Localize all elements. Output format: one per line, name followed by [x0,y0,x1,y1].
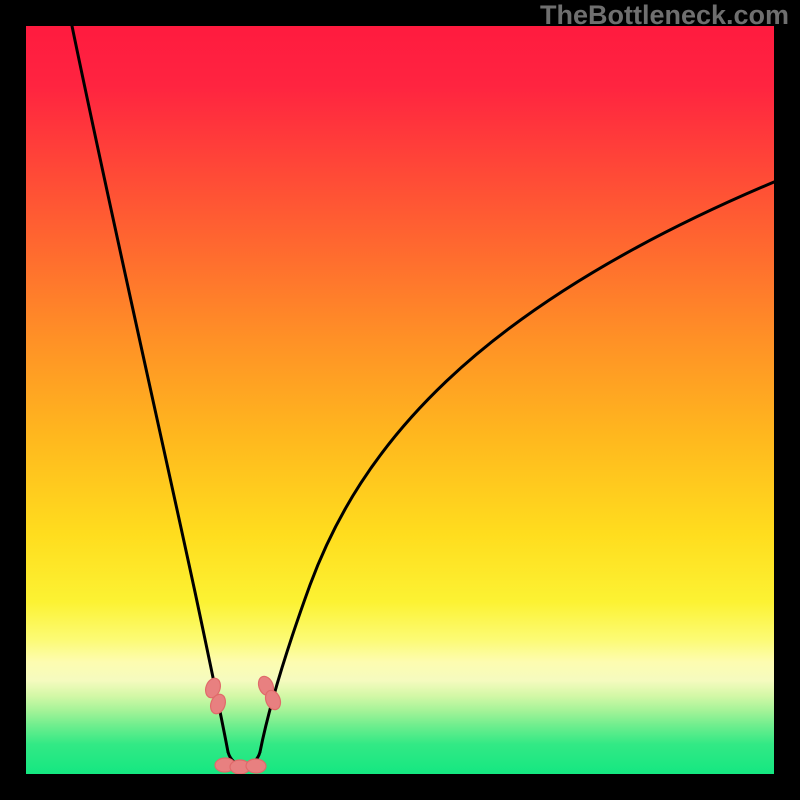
gradient-background [26,26,774,774]
bottleneck-chart [0,0,800,800]
watermark-text: TheBottleneck.com [540,0,789,31]
marker-pill [246,759,266,774]
